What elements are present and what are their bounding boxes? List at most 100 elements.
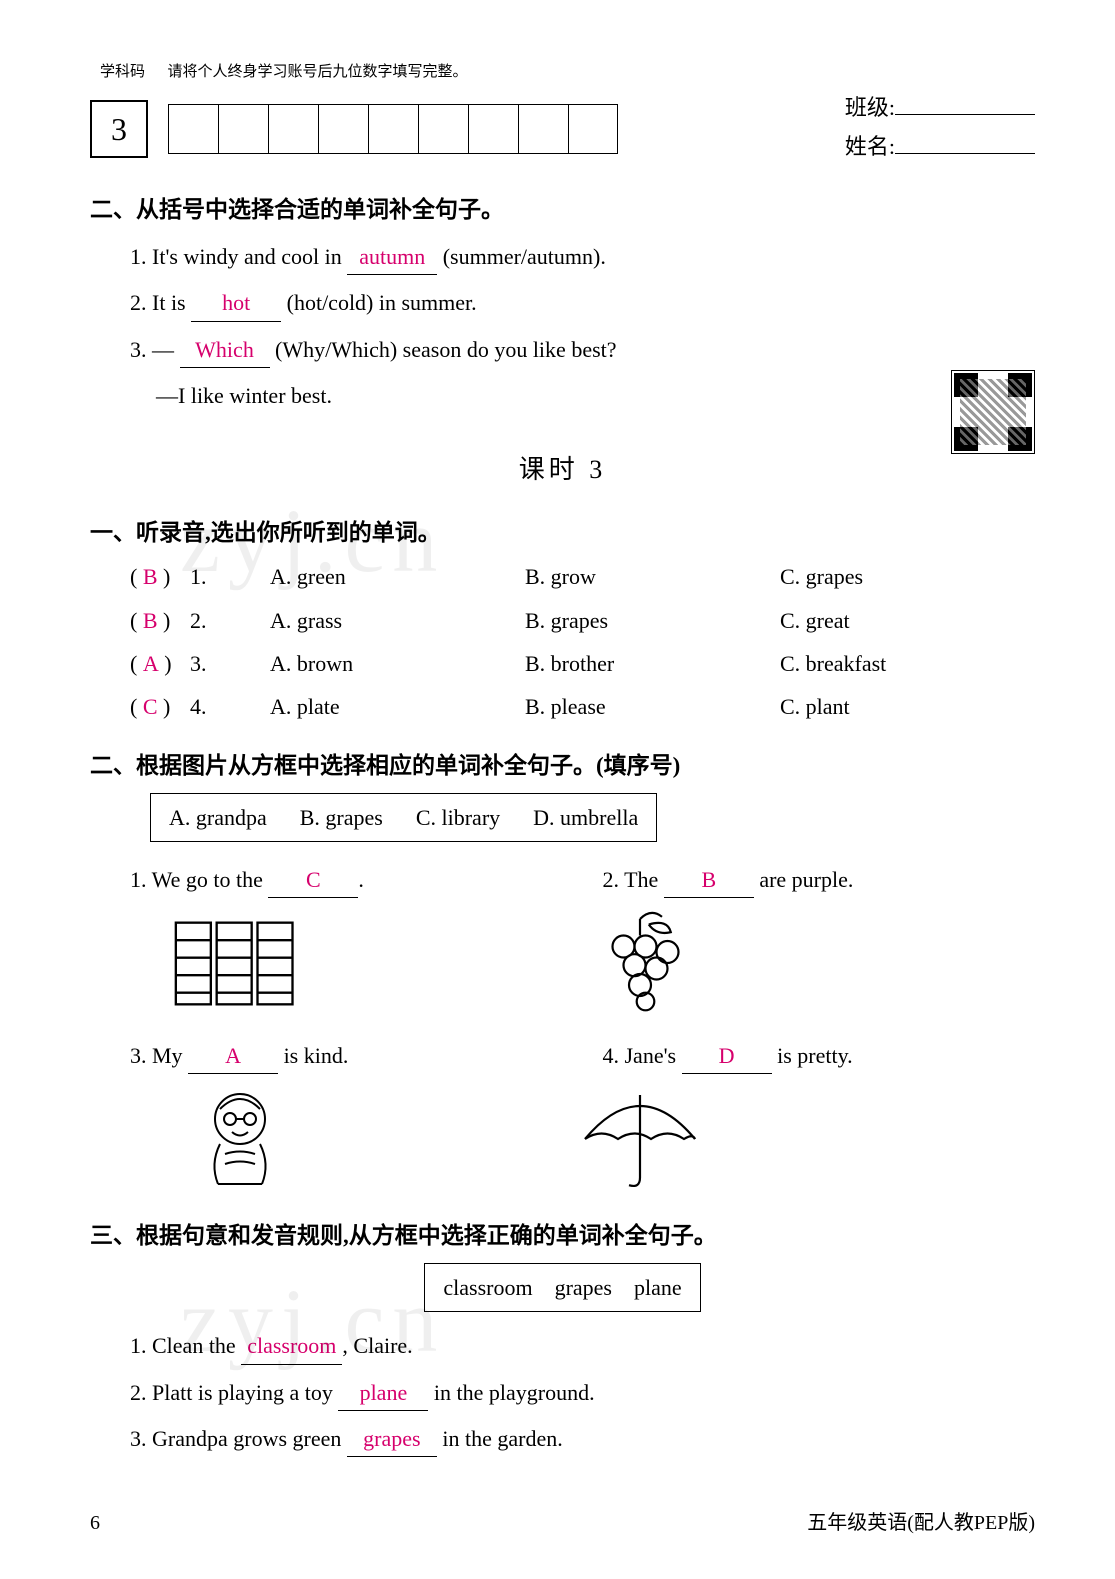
text: in the playground. bbox=[428, 1380, 594, 1405]
grapes-icon bbox=[570, 908, 710, 1018]
answer-blank: grapes bbox=[347, 1421, 437, 1457]
umbrella-icon bbox=[570, 1084, 710, 1194]
page-number: 6 bbox=[90, 1507, 100, 1539]
info-lines: 班级: 姓名: bbox=[845, 90, 1035, 168]
grid-cell[interactable] bbox=[568, 104, 618, 154]
text: 2. Platt is playing a toy bbox=[130, 1380, 338, 1405]
qr-code-icon bbox=[951, 370, 1035, 454]
text: are purple. bbox=[754, 867, 854, 892]
header-note: 学科码 请将个人终身学习账号后九位数字填写完整。 bbox=[100, 60, 1035, 84]
mc-row: ( B ) 1. A. green B. grow C. grapes bbox=[130, 559, 1035, 594]
text: 2. It is bbox=[130, 290, 191, 315]
subject-code-box: 3 bbox=[90, 100, 148, 158]
mc-opt-a: A. brown bbox=[270, 646, 525, 681]
grid-cell[interactable] bbox=[218, 104, 268, 154]
section3-title: 三、根据句意和发音规则,从方框中选择正确的单词补全句子。 bbox=[90, 1218, 1035, 1255]
text: 4. Jane's bbox=[603, 1043, 682, 1068]
text: 1. We go to the bbox=[130, 867, 268, 892]
library-icon bbox=[170, 908, 310, 1018]
text: 3. — bbox=[130, 337, 180, 362]
answer-blank: B bbox=[664, 862, 754, 898]
answer-blank: autumn bbox=[347, 239, 437, 275]
note-right: 请将个人终身学习账号后九位数字填写完整。 bbox=[168, 64, 468, 80]
answer-blank: A bbox=[188, 1038, 278, 1074]
name-label: 姓名: bbox=[845, 129, 895, 164]
footer: 6 五年级英语(配人教PEP版) bbox=[90, 1507, 1035, 1539]
text: , Claire. bbox=[342, 1333, 412, 1358]
mc-opt-c: C. plant bbox=[780, 689, 1035, 724]
q3-2: 2. Platt is playing a toy plane in the p… bbox=[130, 1375, 1035, 1411]
mc-num: 4. bbox=[190, 689, 270, 724]
q3-3: 3. Grandpa grows green grapes in the gar… bbox=[130, 1421, 1035, 1457]
mc-answer: A bbox=[143, 651, 159, 676]
answer-blank: classroom bbox=[241, 1328, 342, 1364]
mc-num: 3. bbox=[190, 646, 270, 681]
text: 1. It's windy and cool in bbox=[130, 244, 347, 269]
grid-cell[interactable] bbox=[468, 104, 518, 154]
mc-opt-c: C. grapes bbox=[780, 559, 1035, 594]
grandpa-icon bbox=[170, 1084, 310, 1194]
grid-cell[interactable] bbox=[168, 104, 218, 154]
note-left: 学科码 bbox=[100, 64, 145, 80]
q2a-3b: —I like winter best. bbox=[156, 378, 1035, 413]
mc-opt-c: C. great bbox=[780, 603, 1035, 638]
mc-opt-a: A. green bbox=[270, 559, 525, 594]
text: is kind. bbox=[278, 1043, 348, 1068]
header-row: 3 班级: 姓名: bbox=[90, 90, 1035, 168]
answer-blank: hot bbox=[191, 285, 281, 321]
lesson-title: 课时 3 bbox=[90, 449, 1035, 491]
text: 3. Grandpa grows green bbox=[130, 1426, 347, 1451]
name-field[interactable] bbox=[895, 130, 1035, 154]
q2a-3a: 3. — Which (Why/Which) season do you lik… bbox=[130, 332, 1035, 368]
mc-opt-b: B. grow bbox=[525, 559, 780, 594]
class-field[interactable] bbox=[895, 91, 1035, 115]
account-grid[interactable] bbox=[168, 104, 618, 154]
answer-blank: D bbox=[682, 1038, 772, 1074]
text: (summer/autumn). bbox=[437, 244, 606, 269]
q2b-4: 4. Jane's D is pretty. bbox=[603, 1038, 1036, 1074]
q2a-2: 2. It is hot (hot/cold) in summer. bbox=[130, 285, 1035, 321]
grid-cell[interactable] bbox=[518, 104, 568, 154]
q2b-2: 2. The B are purple. bbox=[603, 862, 1036, 898]
text: in the garden. bbox=[437, 1426, 563, 1451]
text: . bbox=[358, 867, 364, 892]
text: 2. The bbox=[603, 867, 664, 892]
answer-blank: plane bbox=[338, 1375, 428, 1411]
mc-num: 1. bbox=[190, 559, 270, 594]
section2a-title: 二、从括号中选择合适的单词补全句子。 bbox=[90, 192, 1035, 229]
grid-cell[interactable] bbox=[268, 104, 318, 154]
q2b-1: 1. We go to the C. bbox=[130, 862, 563, 898]
mc-opt-b: B. brother bbox=[525, 646, 780, 681]
mc-answer: B bbox=[143, 564, 158, 589]
book-title: 五年级英语(配人教PEP版) bbox=[807, 1507, 1035, 1539]
mc-opt-c: C. breakfast bbox=[780, 646, 1035, 681]
mc-num: 2. bbox=[190, 603, 270, 638]
answer-blank: Which bbox=[180, 332, 270, 368]
mc-opt-a: A. plate bbox=[270, 689, 525, 724]
mc-answer: C bbox=[143, 694, 158, 719]
text: 3. My bbox=[130, 1043, 188, 1068]
word-box: A. grandpa B. grapes C. library D. umbre… bbox=[150, 793, 657, 842]
text: 1. Clean the bbox=[130, 1333, 241, 1358]
word-box: classroom grapes plane bbox=[424, 1263, 700, 1312]
q3-1: 1. Clean the classroom, Claire. bbox=[130, 1328, 1035, 1364]
section2b-title: 二、根据图片从方框中选择相应的单词补全句子。(填序号) bbox=[90, 748, 1035, 785]
grid-cell[interactable] bbox=[418, 104, 468, 154]
mc-row: ( A ) 3. A. brown B. brother C. breakfas… bbox=[130, 646, 1035, 681]
text: (Why/Which) season do you like best? bbox=[270, 337, 617, 362]
mc-opt-b: B. please bbox=[525, 689, 780, 724]
mc-answer: B bbox=[143, 608, 158, 633]
text: (hot/cold) in summer. bbox=[281, 290, 477, 315]
mc-row: ( B ) 2. A. grass B. grapes C. great bbox=[130, 603, 1035, 638]
grid-cell[interactable] bbox=[318, 104, 368, 154]
mc-opt-b: B. grapes bbox=[525, 603, 780, 638]
section1b-title: 一、听录音,选出你所听到的单词。 bbox=[90, 515, 1035, 552]
class-label: 班级: bbox=[845, 90, 895, 125]
text: is pretty. bbox=[772, 1043, 853, 1068]
mc-opt-a: A. grass bbox=[270, 603, 525, 638]
q2b-3: 3. My A is kind. bbox=[130, 1038, 563, 1074]
answer-blank: C bbox=[268, 862, 358, 898]
mc-row: ( C ) 4. A. plate B. please C. plant bbox=[130, 689, 1035, 724]
grid-cell[interactable] bbox=[368, 104, 418, 154]
q2a-1: 1. It's windy and cool in autumn (summer… bbox=[130, 239, 1035, 275]
